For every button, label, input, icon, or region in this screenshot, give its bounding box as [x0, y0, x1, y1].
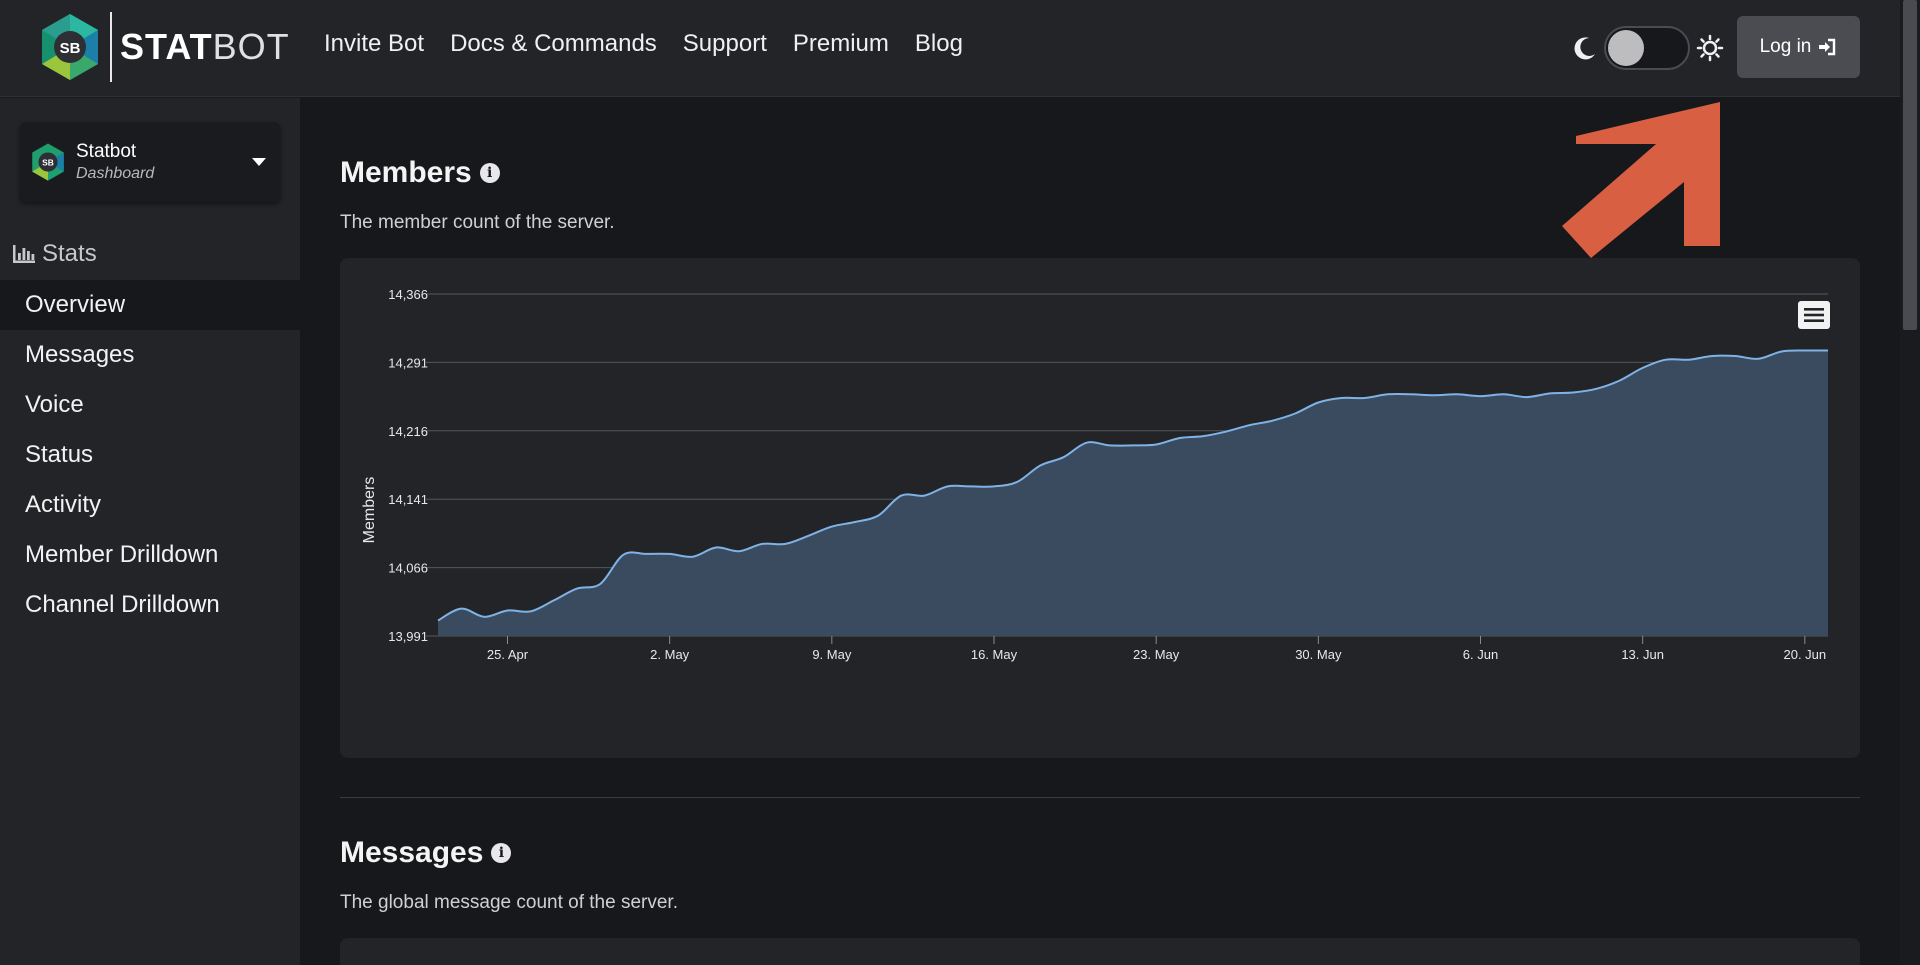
- y-tick-label: 14,141: [388, 492, 428, 507]
- members-line: [437, 349, 1829, 622]
- logo-wordmark: STATBOT: [120, 26, 290, 67]
- y-tick-label: 14,066: [388, 561, 428, 576]
- dark-mode-switch[interactable]: [1604, 26, 1690, 70]
- theme-toggle: [1572, 26, 1724, 70]
- x-tick-label: 30. May: [1295, 647, 1342, 662]
- nav-invite-bot[interactable]: Invite Bot: [324, 30, 425, 57]
- chart-menu-icon[interactable]: [1798, 301, 1830, 329]
- switch-knob: [1608, 30, 1644, 66]
- scrollbar-thumb[interactable]: [1903, 0, 1917, 330]
- x-tick-label: 16. May: [971, 647, 1018, 662]
- nav-blog[interactable]: Blog: [914, 30, 963, 57]
- main-content: Members i The member count of the server…: [300, 98, 1900, 965]
- x-tick-label: 23. May: [1133, 647, 1180, 662]
- members-chart-card: 13,991 14,066 14,141 14,216 14,291 14,366 25.…: [340, 258, 1860, 758]
- x-tick-label: 9. May: [812, 647, 852, 662]
- login-label: Log in: [1759, 36, 1812, 57]
- y-tick-label: 13,991: [388, 629, 428, 644]
- sidebar-nav: Overview Messages Voice Status Activity …: [0, 280, 300, 630]
- y-axis-label: Members: [361, 477, 378, 544]
- nav-docs-commands[interactable]: Docs & Commands: [450, 30, 657, 57]
- statbot-logo[interactable]: SB STATBOT: [38, 12, 290, 82]
- messages-section-title: Messages i: [340, 836, 512, 870]
- x-tick-label: 20. Jun: [1784, 647, 1827, 662]
- stats-label: Stats: [42, 240, 97, 267]
- annotation-arrow-icon: [1562, 102, 1720, 258]
- members-description: The member count of the server.: [340, 212, 615, 233]
- sidebar-item-member-drilldown[interactable]: Member Drilldown: [25, 541, 219, 568]
- nav-premium[interactable]: Premium: [792, 30, 889, 57]
- server-selector[interactable]: SB Statbot Dashboard: [20, 122, 280, 202]
- members-area: [438, 350, 1828, 636]
- info-icon[interactable]: i: [479, 163, 500, 183]
- sidebar: SB Statbot Dashboard Stats Overview Mess…: [0, 98, 300, 965]
- sign-in-icon: [1819, 38, 1836, 56]
- y-tick-label: 14,366: [388, 287, 428, 302]
- messages-description: The global message count of the server.: [340, 892, 678, 913]
- page-scrollbar[interactable]: [1900, 0, 1920, 965]
- sun-icon: [1696, 34, 1724, 62]
- members-chart: 13,991 14,066 14,141 14,216 14,291 14,366 25.…: [361, 287, 1830, 662]
- server-avatar-icon: SB: [32, 143, 64, 181]
- bar-chart-icon: [13, 245, 35, 263]
- login-button[interactable]: Log in: [1737, 16, 1860, 78]
- moon-icon: [1574, 37, 1595, 60]
- x-tick-label: 13. Jun: [1621, 647, 1664, 662]
- svg-text:SB: SB: [60, 40, 81, 57]
- info-icon[interactable]: i: [491, 843, 512, 863]
- sidebar-item-activity[interactable]: Activity: [25, 491, 102, 518]
- server-subtitle: Dashboard: [76, 165, 155, 182]
- members-title-text: Members: [340, 156, 472, 189]
- y-tick-label: 14,291: [388, 355, 428, 370]
- x-tick-label: 2. May: [650, 647, 690, 662]
- chevron-down-icon: [252, 158, 266, 166]
- top-navbar: SB STATBOT Invite Bot Docs & Commands Su…: [0, 0, 1920, 97]
- sidebar-item-messages[interactable]: Messages: [25, 341, 135, 368]
- x-tick-label: 6. Jun: [1463, 647, 1498, 662]
- section-divider: [340, 797, 1860, 798]
- server-name: Statbot: [76, 141, 137, 162]
- y-tick-label: 14,216: [388, 424, 428, 439]
- svg-text:SB: SB: [42, 157, 54, 167]
- stats-section-heading: Stats: [12, 240, 97, 268]
- sidebar-item-status[interactable]: Status: [25, 441, 94, 468]
- main-nav: Invite Bot Docs & Commands Support Premi…: [324, 30, 963, 58]
- sidebar-item-channel-drilldown[interactable]: Channel Drilldown: [25, 591, 220, 618]
- messages-chart-card: [340, 938, 1860, 965]
- sidebar-item-voice[interactable]: Voice: [25, 391, 84, 418]
- members-section-title: Members i: [340, 156, 500, 190]
- sidebar-item-overview[interactable]: Overview: [0, 280, 300, 330]
- x-tick-label: 25. Apr: [487, 647, 529, 662]
- messages-title-text: Messages: [340, 836, 484, 869]
- statbot-hexagon-icon: SB: [42, 14, 98, 80]
- logo-divider: [110, 12, 112, 82]
- nav-support[interactable]: Support: [682, 30, 767, 57]
